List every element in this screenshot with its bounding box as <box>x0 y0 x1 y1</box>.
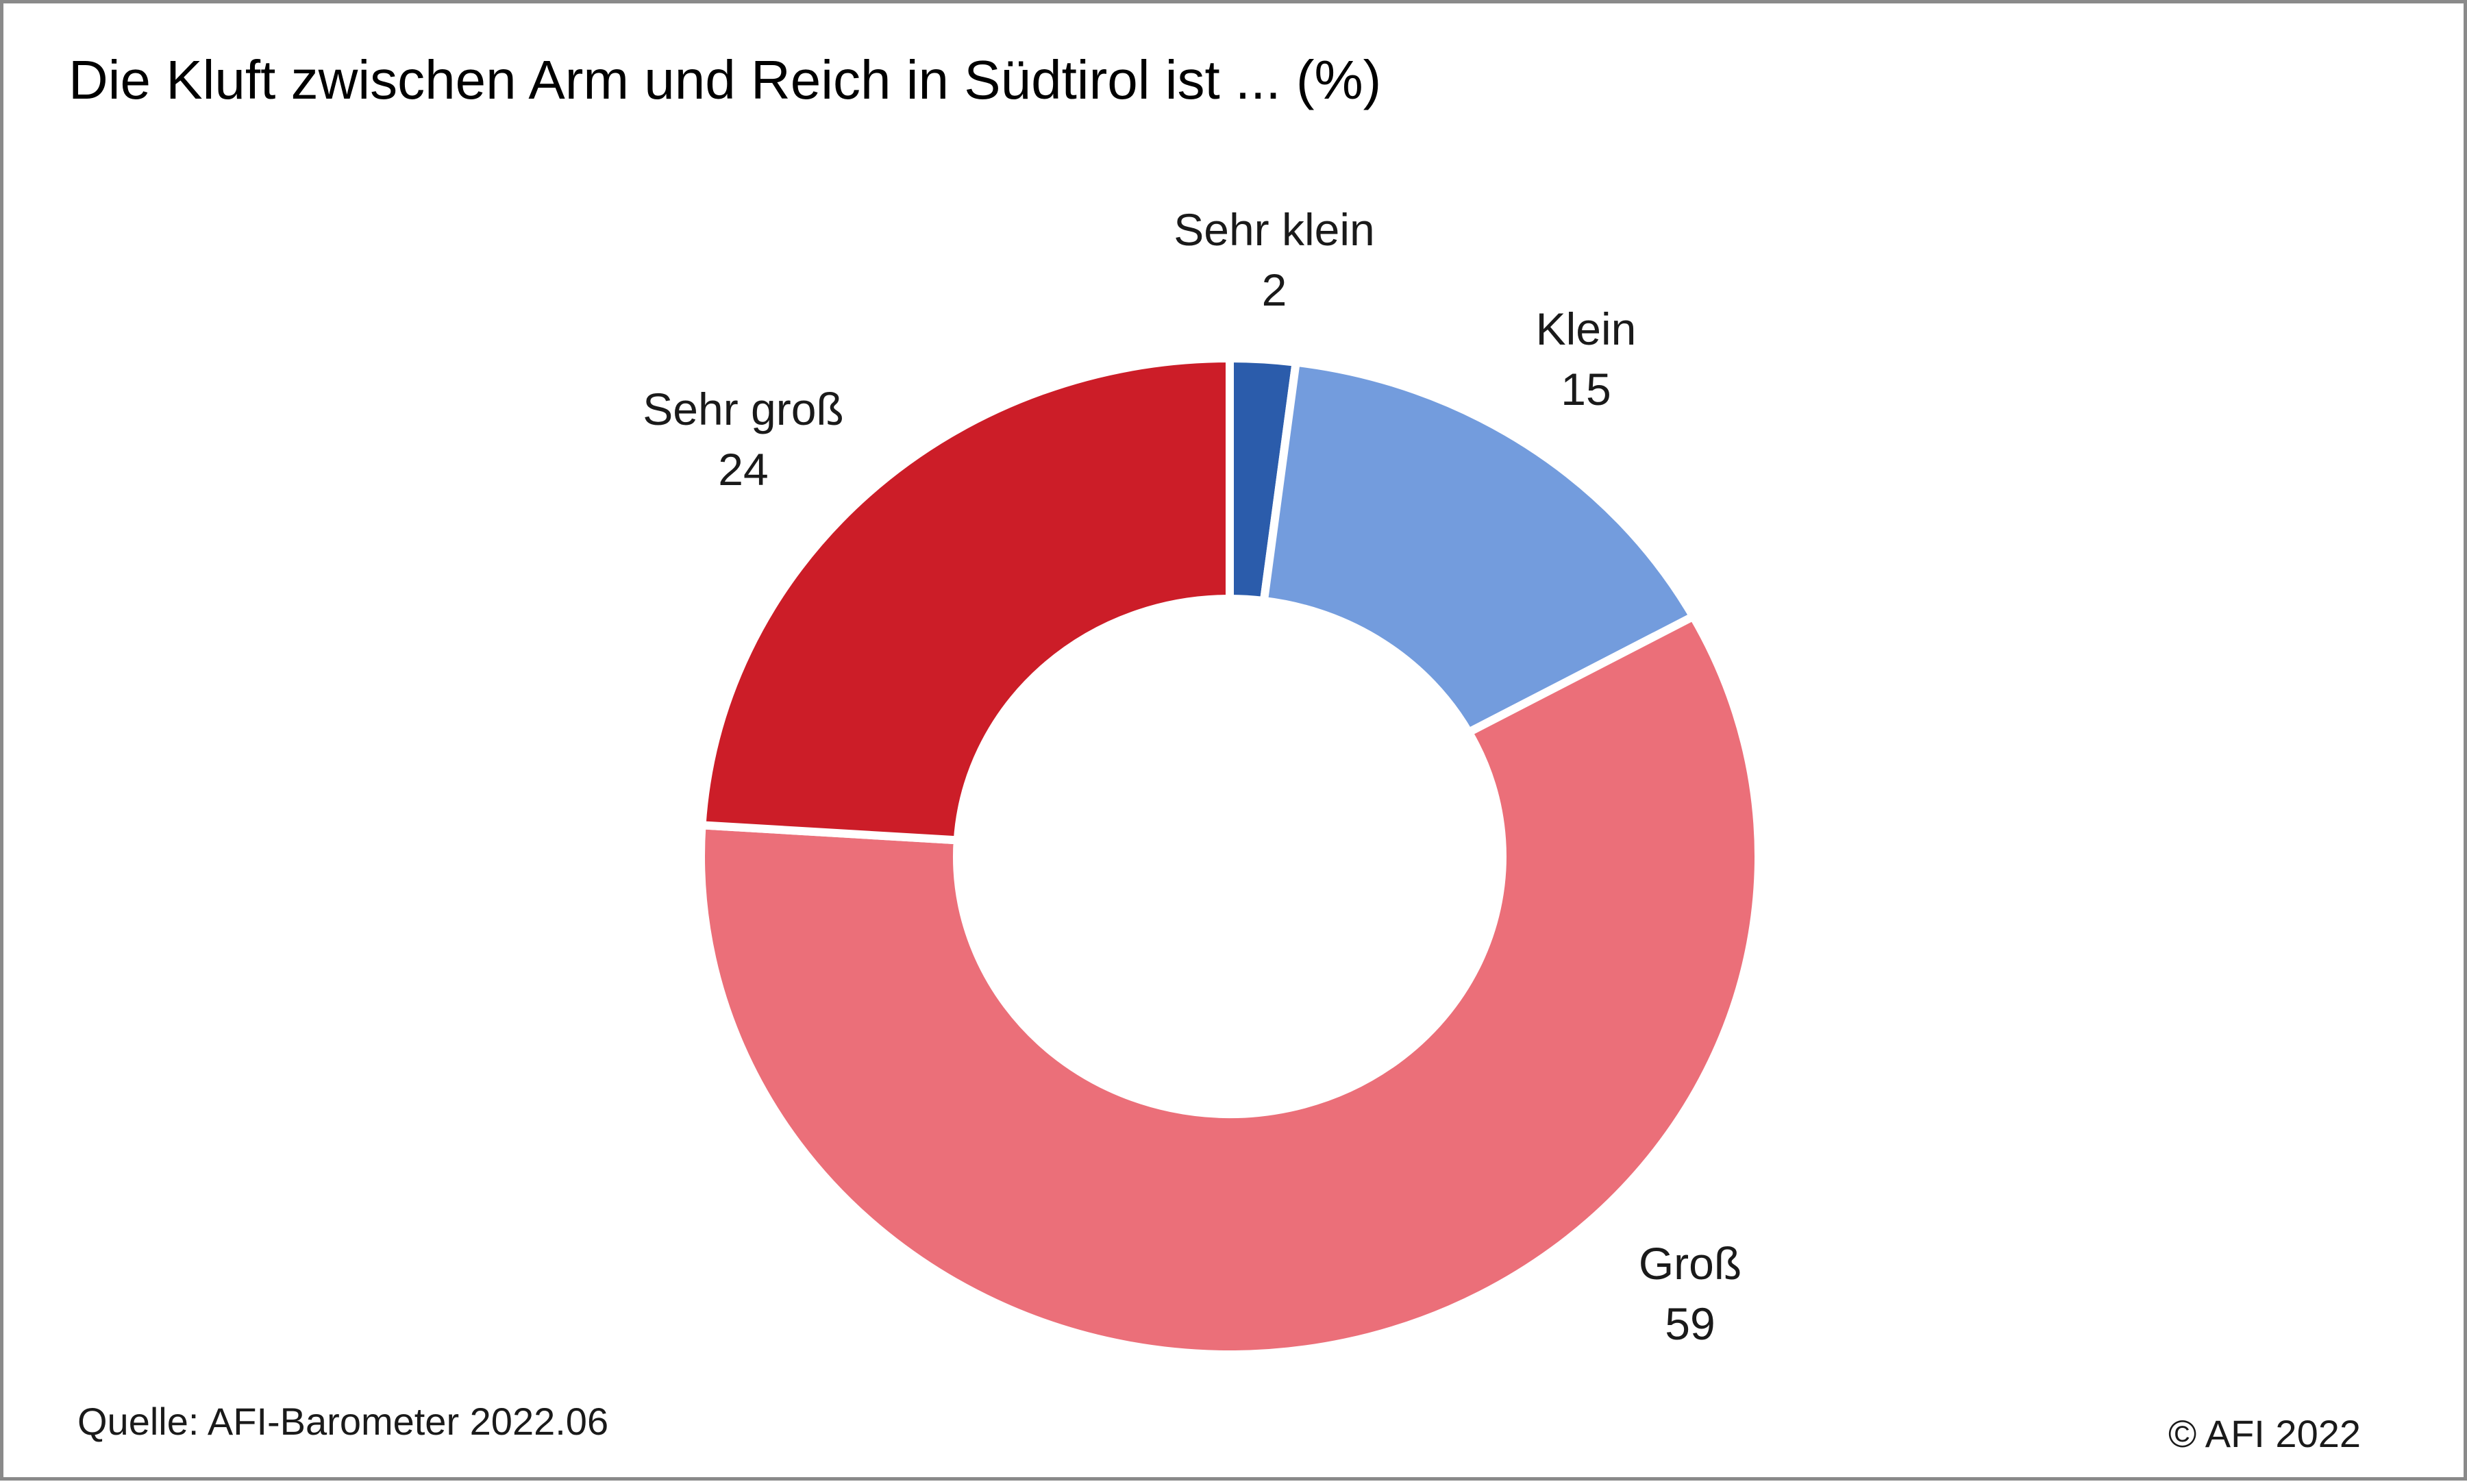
slice-label-gross: Groß <box>1639 1238 1741 1289</box>
slice-label-klein: Klein <box>1536 304 1637 354</box>
slice-gross <box>697 610 1763 1359</box>
slice-value-sehr-gross: 24 <box>718 444 768 495</box>
slice-klein <box>1259 358 1699 738</box>
donut-chart: Sehr klein 2 Klein 15 Groß 59 Sehr groß 24 <box>643 204 1763 1359</box>
slice-label-sehr-klein: Sehr klein <box>1174 204 1375 255</box>
source-note: Quelle: AFI-Barometer 2022.06 <box>77 1400 609 1443</box>
slice-label-sehr-gross: Sehr groß <box>643 384 843 434</box>
slice-value-klein: 15 <box>1561 364 1611 415</box>
copyright-note: © AFI 2022 <box>2168 1412 2361 1455</box>
slice-value-gross: 59 <box>1665 1298 1715 1349</box>
slice-sehr-gross <box>697 354 1234 845</box>
slice-value-sehr-klein: 2 <box>1262 264 1287 315</box>
chart-title: Die Kluft zwischen Arm und Reich in Südt… <box>69 49 1382 110</box>
